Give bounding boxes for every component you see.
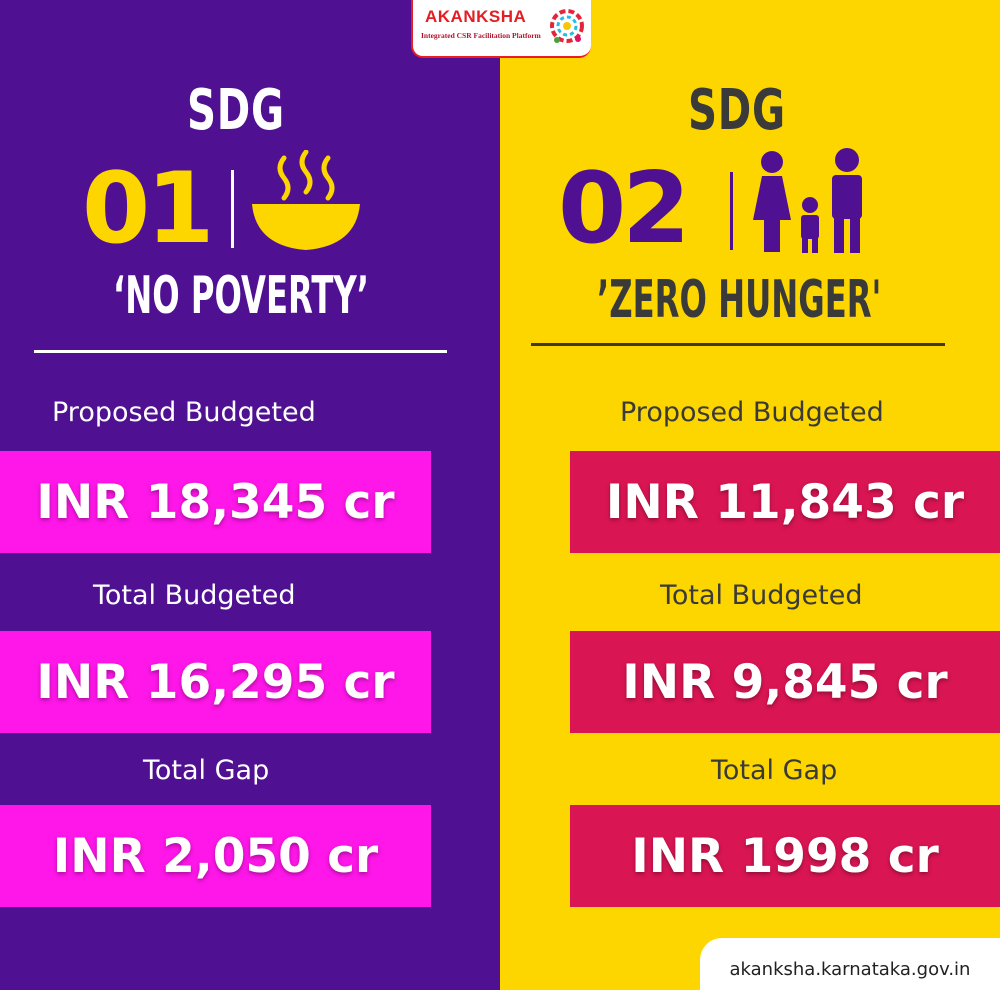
divider-bar-left <box>231 170 234 248</box>
total-budgeted-label-right: Total Budgeted <box>660 580 863 611</box>
sdg-number-right: 02 <box>558 152 690 266</box>
proposed-budgeted-value-left: INR 18,345 cr <box>36 474 395 530</box>
akanksha-logo: AKANKSHA Integrated CSR Facilitation Pla… <box>411 0 591 58</box>
logo-brand-text: AKANKSHA <box>425 7 527 26</box>
goal-title-left: ‘NO POVERTY’ <box>113 266 369 326</box>
logo-tagline: Integrated CSR Facilitation Platform <box>421 31 541 40</box>
sdg-number-left: 01 <box>82 152 214 266</box>
proposed-budgeted-label-left: Proposed Budgeted <box>52 397 316 428</box>
total-budgeted-box-right: INR 9,845 cr <box>570 631 1000 733</box>
proposed-budgeted-label-right: Proposed Budgeted <box>620 397 884 428</box>
total-gap-value-left: INR 2,050 cr <box>52 828 379 884</box>
proposed-budgeted-value-right: INR 11,843 cr <box>605 474 965 530</box>
goal-title-right: ’ZERO HUNGER' <box>597 270 882 330</box>
bowl-icon <box>252 150 360 250</box>
website-footer[interactable]: akanksha.karnataka.gov.in <box>700 938 1000 1000</box>
website-url-link[interactable]: akanksha.karnataka.gov.in <box>729 958 971 980</box>
sdg-wheel-icon <box>550 9 584 43</box>
total-gap-box-right: INR 1998 cr <box>570 805 1000 907</box>
total-budgeted-value-right: INR 9,845 cr <box>622 654 948 710</box>
total-budgeted-box-left: INR 16,295 cr <box>0 631 431 733</box>
bottom-strip <box>0 990 1000 1000</box>
family-icon <box>753 148 862 253</box>
sdg-title-right: SDG <box>688 78 786 143</box>
total-gap-value-right: INR 1998 cr <box>631 828 939 884</box>
sdg-title-left: SDG <box>187 78 285 143</box>
horizontal-rule-left <box>34 350 447 353</box>
total-gap-box-left: INR 2,050 cr <box>0 805 431 907</box>
total-gap-label-right: Total Gap <box>711 755 838 786</box>
total-budgeted-value-left: INR 16,295 cr <box>36 654 395 710</box>
horizontal-rule-right <box>531 343 945 346</box>
divider-bar-right <box>730 172 733 250</box>
proposed-budgeted-box-right: INR 11,843 cr <box>570 451 1000 553</box>
proposed-budgeted-box-left: INR 18,345 cr <box>0 451 431 553</box>
total-budgeted-label-left: Total Budgeted <box>93 580 296 611</box>
total-gap-label-left: Total Gap <box>143 755 270 786</box>
